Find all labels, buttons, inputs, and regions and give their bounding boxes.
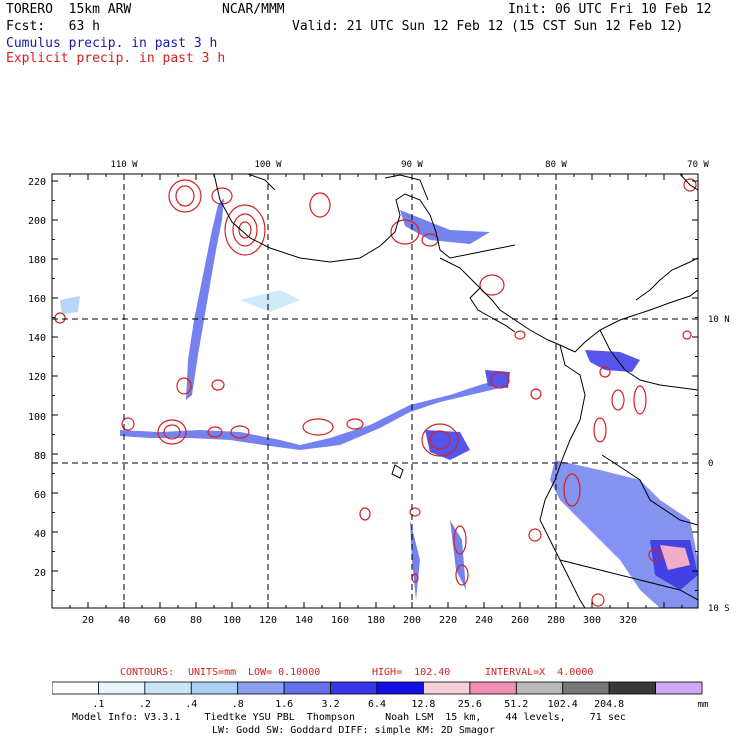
lat-label-0: 0	[708, 459, 713, 469]
y-tick-label: 180	[28, 255, 46, 266]
x-tick-label: 40	[118, 615, 130, 626]
colorbar-label: .2	[139, 699, 151, 710]
coastlines	[213, 174, 698, 608]
colorbar-swatch	[515, 681, 564, 695]
x-tick-label: 120	[259, 615, 277, 626]
colorbar-swatch	[469, 681, 517, 695]
colorbar-swatch	[330, 681, 378, 695]
lon-label-110w: 110 W	[110, 160, 138, 170]
lon-label-100w: 100 W	[254, 160, 282, 170]
contours-units: UNITS=mm	[188, 667, 237, 678]
y-tick-label: 160	[28, 294, 46, 305]
map-frame	[51, 173, 699, 609]
x-tick-label: 300	[583, 615, 601, 626]
y-tick-label: 100	[28, 412, 46, 423]
lon-label-70w: 70 W	[687, 160, 709, 170]
x-tick-label: 80	[190, 615, 202, 626]
x-tick-label: 220	[439, 615, 457, 626]
physics-info-line: LW: Godd SW: Goddard DIFF: simple KM: 2D…	[212, 725, 495, 736]
colorbar-label: 51.2	[504, 699, 528, 710]
y-tick-label: 80	[34, 451, 46, 462]
x-tick-label: 20	[82, 615, 94, 626]
x-tick-label: 100	[223, 615, 241, 626]
colorbar-label: .1	[92, 699, 104, 710]
y-tick-label: 140	[28, 333, 46, 344]
y-tick-label: 120	[28, 372, 46, 383]
colorbar-label: 102.4	[548, 699, 578, 710]
contours-high: HIGH= 102.40	[372, 667, 451, 678]
cumulus-precip-field	[60, 198, 698, 608]
explicit-precip-contours	[54, 178, 697, 607]
x-tick-label: 180	[367, 615, 385, 626]
colorbar-swatch	[144, 681, 192, 695]
y-tick-label: 200	[28, 216, 46, 227]
lon-label-90w: 90 W	[401, 160, 423, 170]
colorbar-swatch	[655, 681, 703, 695]
x-tick-label: 60	[154, 615, 166, 626]
axis-ticks	[51, 174, 698, 608]
x-tick-label: 260	[511, 615, 529, 626]
colorbar-swatch	[98, 681, 146, 695]
lat-label-10n: 10 N	[708, 315, 730, 325]
colorbar-label: .8	[232, 699, 244, 710]
colorbar-swatch	[190, 681, 239, 695]
y-tick-label: 60	[34, 490, 46, 501]
colorbar-swatch	[283, 681, 331, 695]
colorbar-label: 6.4	[368, 699, 386, 710]
y-tick-label: 20	[34, 568, 46, 579]
lat-label-10s: 10 S	[708, 604, 730, 614]
y-tick-label: 220	[28, 177, 46, 188]
colorbar-label: 12.8	[411, 699, 435, 710]
colorbar-swatch	[376, 681, 424, 695]
colorbar-unit: mm	[698, 700, 709, 710]
colorbar-label: 204.8	[594, 699, 624, 710]
colorbar-swatch	[608, 681, 656, 695]
contours-interval: INTERVAL=X 4.0000	[485, 667, 594, 678]
init-time: Init: 06 UTC Fri 10 Feb 12	[508, 2, 712, 17]
colorbar-swatch	[562, 681, 610, 695]
contours-low: LOW= 0.10000	[248, 667, 321, 678]
field-explicit-label: Explicit precip. in past 3 h	[6, 51, 226, 66]
x-tick-label: 140	[295, 615, 313, 626]
latlon-grid	[52, 174, 698, 608]
organization-label: NCAR/MMM	[222, 2, 285, 17]
x-tick-label: 280	[547, 615, 565, 626]
colorbar-swatch	[423, 681, 471, 695]
x-tick-label: 200	[403, 615, 421, 626]
colorbar-label: 3.2	[322, 699, 340, 710]
colorbar-label: 1.6	[275, 699, 293, 710]
field-cumulus-label: Cumulus precip. in past 3 h	[6, 36, 218, 51]
y-tick-label: 40	[34, 529, 46, 540]
model-title: TORERO 15km ARW	[6, 2, 132, 17]
x-tick-label: 320	[619, 615, 637, 626]
colorbar-swatch	[237, 681, 285, 695]
contours-label: CONTOURS:	[120, 667, 175, 678]
colorbar-label: .4	[185, 699, 197, 710]
colorbar: .1.2.4.8 1.6 3.2 6.4 12.8 25.6 51.2 102.4 204.8 …	[52, 681, 709, 710]
colorbar-swatch	[52, 681, 99, 695]
valid-time: Valid: 21 UTC Sun 12 Feb 12 (15 CST Sun …	[292, 19, 684, 34]
x-tick-label: 240	[475, 615, 493, 626]
model-info-line: Model Info: V3.3.1 Tiedtke YSU PBL Thomp…	[72, 712, 626, 723]
lon-label-80w: 80 W	[545, 160, 567, 170]
x-tick-label: 160	[331, 615, 349, 626]
forecast-hour: Fcst: 63 h	[6, 19, 100, 34]
colorbar-label: 25.6	[458, 699, 482, 710]
